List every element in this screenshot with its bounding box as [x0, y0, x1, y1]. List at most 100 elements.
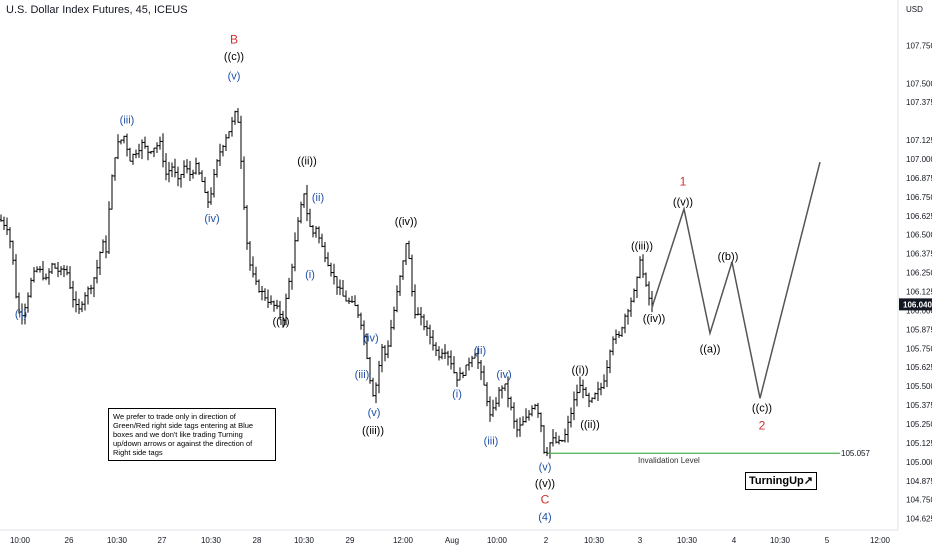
price-tick-label: 105.500: [906, 382, 932, 391]
wave-label: (v): [228, 71, 241, 83]
wave-label: 1: [680, 175, 687, 189]
price-tick-label: 105.750: [906, 344, 932, 353]
wave-label: (iii): [484, 436, 499, 448]
price-bar: [443, 344, 447, 359]
price-bar: [587, 392, 591, 408]
price-bar: [521, 416, 525, 426]
price-bar: [524, 408, 528, 423]
price-bar: [497, 387, 501, 407]
wave-label: (ii): [312, 192, 324, 204]
price-bar: [482, 365, 486, 386]
price-bar: [491, 399, 495, 417]
price-bar: [8, 227, 12, 249]
price-bar: [449, 350, 453, 370]
wave-label: ((iii)): [631, 240, 653, 252]
price-bar: [83, 292, 87, 311]
time-tick-label: 4: [732, 536, 737, 545]
price-bar: [527, 410, 531, 421]
price-bar: [26, 292, 30, 313]
price-bar: [380, 343, 384, 373]
price-bar: [638, 256, 642, 279]
price-bar: [326, 252, 330, 267]
price-bar: [152, 147, 156, 158]
price-tick-label: 107.500: [906, 79, 932, 88]
time-tick-label: 10:00: [10, 536, 31, 545]
price-bar: [140, 139, 144, 160]
price-bar: [488, 396, 492, 422]
price-bar: [158, 136, 162, 150]
price-bar: [299, 201, 303, 224]
price-bar: [2, 216, 6, 231]
price-bar: [596, 381, 600, 401]
price-bar: [416, 307, 420, 316]
price-bar: [368, 357, 372, 384]
price-bar: [236, 108, 240, 123]
price-bar: [365, 333, 369, 360]
price-bar: [230, 117, 234, 137]
price-bar: [509, 396, 513, 411]
price-tick-label: 106.875: [906, 174, 932, 183]
price-bar: [641, 254, 645, 278]
price-bar: [41, 260, 45, 281]
price-tick-label: 106.750: [906, 193, 932, 202]
price-bar: [203, 176, 207, 194]
price-bar: [644, 272, 648, 287]
price-tick-label: 104.750: [906, 496, 932, 505]
wave-label: (iv): [363, 333, 378, 345]
price-bar: [569, 407, 573, 428]
price-bar: [539, 412, 543, 433]
price-bar: [344, 290, 348, 302]
price-bar: [185, 159, 189, 174]
price-bar: [614, 329, 618, 344]
price-bar: [305, 184, 309, 222]
wave-label: (4): [538, 511, 551, 523]
price-bar: [53, 263, 57, 269]
price-bar: [494, 397, 498, 411]
invalidation-line: Invalidation Level 105.057: [548, 449, 870, 465]
wave-label: C: [541, 493, 550, 507]
chart-title: U.S. Dollar Index Futures, 45, ICEUS: [6, 4, 188, 16]
price-bar: [29, 277, 33, 298]
price-bar: [254, 266, 258, 285]
price-bar: [191, 169, 195, 179]
price-bar: [71, 280, 75, 308]
price-bar: [149, 151, 153, 154]
price-bar: [113, 157, 117, 181]
price-tick-label: 105.875: [906, 325, 932, 334]
price-bar: [602, 374, 606, 390]
price-bar: [647, 281, 651, 306]
price-bar: [290, 263, 294, 290]
price-tick-label: 107.375: [906, 98, 932, 107]
wave-label: ((ii)): [580, 419, 600, 431]
price-bar: [584, 386, 588, 396]
price-bar: [317, 226, 321, 244]
price-bar: [404, 243, 408, 266]
price-bar: [599, 382, 603, 396]
price-bar: [86, 286, 90, 305]
price-bar: [110, 174, 114, 210]
price-bar: [323, 241, 327, 263]
price-bar: [302, 193, 306, 208]
price-bar: [623, 313, 627, 334]
price-bar: [263, 288, 267, 301]
price-bar: [548, 442, 552, 459]
price-bar: [392, 306, 396, 330]
price-bar: [515, 418, 519, 438]
price-bar: [353, 295, 357, 307]
price-tick-label: 105.625: [906, 363, 932, 372]
price-bar: [155, 142, 159, 153]
wave-label: (i): [305, 269, 315, 281]
time-tick-label: 10:30: [201, 536, 222, 545]
price-bar: [161, 133, 165, 168]
price-bar: [506, 376, 510, 408]
price-bar: [74, 291, 78, 313]
price-bar: [359, 312, 363, 330]
time-tick-label: 2: [544, 536, 549, 545]
price-bar: [143, 136, 147, 149]
price-bar: [128, 147, 132, 162]
price-bar: [119, 139, 123, 145]
price-bar: [122, 135, 126, 144]
price-bar: [197, 162, 201, 175]
price-bar: [452, 356, 456, 374]
